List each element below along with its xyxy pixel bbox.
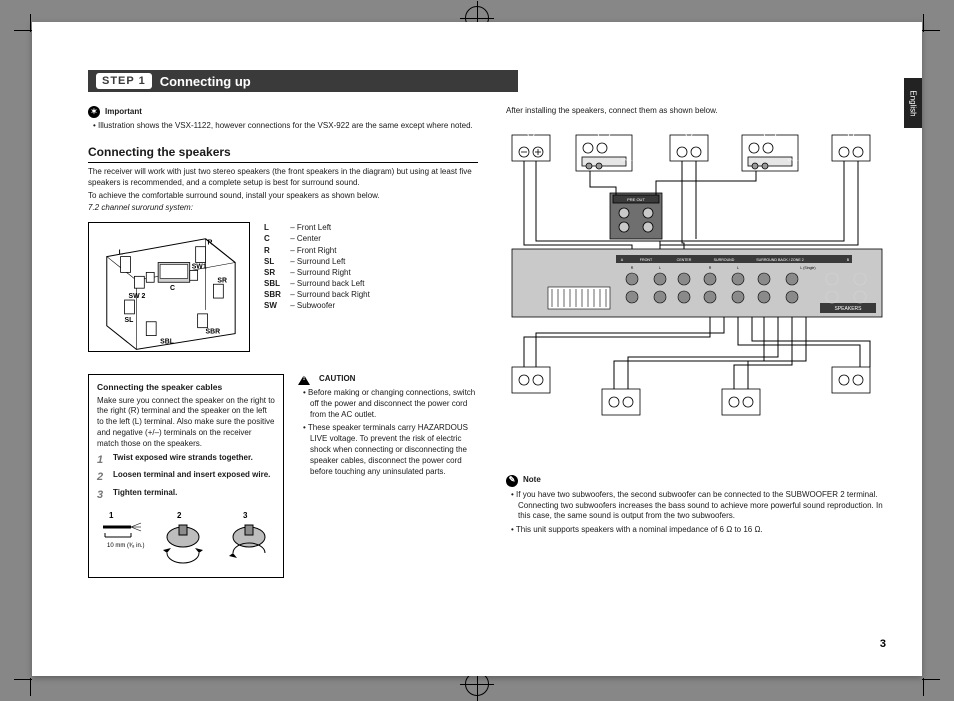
svg-text:10 mm (³⁄₈ in.): 10 mm (³⁄₈ in.)	[107, 543, 145, 549]
manual-page: English STEP 1 Connecting up ✶ Important…	[32, 22, 922, 676]
svg-text:1: 1	[109, 511, 114, 520]
page-number: 3	[880, 638, 886, 650]
svg-text:Surround Right: Surround Right	[511, 403, 552, 409]
caution-label: CAUTION	[319, 374, 355, 385]
legend: L – Front Left C – Center R – Front Righ…	[264, 222, 370, 352]
left-column: ✶ Important • Illustration shows the VSX…	[88, 106, 478, 578]
caution-icon	[298, 375, 310, 385]
svg-text:(SL): (SL)	[845, 410, 857, 416]
svg-text:Front Left: Front Left	[838, 123, 864, 129]
svg-text:Surround back Right: Surround back Right	[594, 425, 649, 431]
svg-text:3: 3	[243, 511, 248, 520]
language-tab: English	[904, 78, 922, 128]
svg-text:(L): (L)	[847, 130, 855, 136]
step-title: Connecting up	[160, 74, 251, 89]
svg-text:(C): (C)	[685, 130, 693, 136]
step-header: STEP 1 Connecting up	[88, 70, 518, 92]
svg-text:SW 2: SW 2	[129, 293, 146, 300]
caution-1: • Before making or changing connections,…	[298, 388, 476, 420]
note-label: Note	[523, 475, 541, 486]
svg-text:(SW): (SW)	[597, 130, 611, 136]
svg-text:PRE OUT: PRE OUT	[627, 197, 645, 202]
step-badge: STEP 1	[96, 73, 152, 89]
caution-column: CAUTION • Before making or changing conn…	[298, 374, 476, 578]
svg-text:FRONT: FRONT	[640, 258, 653, 262]
cables-body: Make sure you connect the speaker on the…	[97, 396, 275, 450]
svg-text:L (Single): L (Single)	[800, 266, 815, 270]
svg-text:SBR: SBR	[206, 329, 221, 336]
caution-2: • These speaker terminals carry HAZARDOU…	[298, 423, 476, 477]
svg-text:Surround back Left: Surround back Left	[716, 425, 767, 431]
svg-text:L: L	[659, 266, 661, 270]
svg-text:LINE LEVEL INPUT: LINE LEVEL INPUT	[622, 158, 652, 162]
svg-text:(SBL): (SBL)	[733, 432, 749, 438]
svg-text:L: L	[737, 266, 739, 270]
svg-text:R: R	[709, 266, 712, 270]
note-icon: ✎	[506, 475, 518, 487]
svg-text:R: R	[208, 240, 213, 247]
note-2: • This unit supports speakers with a nom…	[506, 525, 888, 536]
room-diagram: L R C SW1 SW 2 SR SL SBL SBR	[88, 222, 250, 352]
svg-text:SBL: SBL	[160, 339, 174, 346]
svg-text:2: 2	[177, 511, 182, 520]
intro-1: The receiver will work with just two ste…	[88, 167, 478, 189]
svg-text:SR: SR	[217, 277, 227, 284]
svg-text:L: L	[119, 250, 123, 257]
svg-text:C: C	[170, 285, 175, 292]
svg-text:(R): (R)	[527, 130, 535, 136]
language-label: English	[909, 90, 918, 116]
wiring-diagram: Front Right (R) LINE LEVEL INPUT Subwoo	[506, 117, 888, 467]
svg-text:Center: Center	[680, 123, 698, 129]
svg-text:SURROUND BACK / ZONE 2: SURROUND BACK / ZONE 2	[756, 258, 804, 262]
svg-text:(SW): (SW)	[763, 130, 777, 136]
svg-text:Front Right: Front Right	[516, 123, 546, 129]
svg-text:SL: SL	[125, 317, 134, 324]
svg-text:CENTER: CENTER	[677, 258, 692, 262]
svg-text:R: R	[631, 266, 634, 270]
svg-text:Surround Left: Surround Left	[833, 403, 870, 409]
cables-title: Connecting the speaker cables	[97, 382, 275, 393]
svg-text:(SBR): (SBR)	[613, 432, 630, 438]
note-1: • If you have two subwoofers, the second…	[506, 490, 888, 522]
terminal-diagram: 1 2 3	[97, 509, 275, 571]
svg-text:SPEAKERS: SPEAKERS	[835, 306, 863, 312]
svg-text:(SR): (SR)	[525, 410, 537, 416]
note-block: ✎ Note • If you have two subwoofers, the…	[506, 475, 888, 536]
svg-text:Subwoofer 2: Subwoofer 2	[753, 123, 787, 129]
important-icon: ✶	[88, 106, 100, 118]
svg-text:Subwoofer 1: Subwoofer 1	[587, 123, 621, 129]
important-text: • Illustration shows the VSX-1122, howev…	[88, 121, 478, 132]
svg-text:LINE LEVEL INPUT: LINE LEVEL INPUT	[788, 158, 818, 162]
right-intro: After installing the speakers, connect t…	[506, 106, 888, 117]
important-label: Important	[105, 107, 142, 118]
right-column: After installing the speakers, connect t…	[506, 106, 888, 578]
svg-text:SURROUND: SURROUND	[714, 258, 735, 262]
svg-text:SW1: SW1	[192, 264, 207, 271]
intro-2: To achieve the comfortable surround soun…	[88, 191, 478, 202]
section-title: Connecting the speakers	[88, 144, 478, 163]
cables-box: Connecting the speaker cables Make sure …	[88, 374, 284, 578]
intro-3: 7.2 channel surorund system:	[88, 203, 478, 214]
